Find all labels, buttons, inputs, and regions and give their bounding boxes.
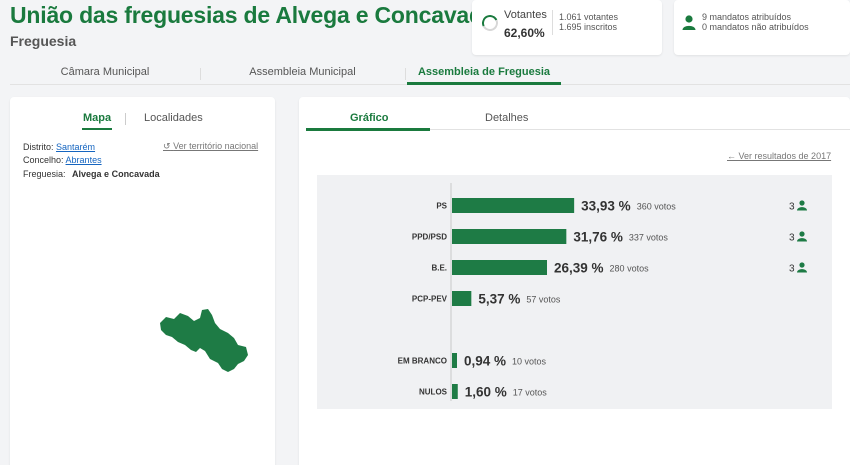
turnout-votantes: 1.061 votantes [559, 12, 619, 22]
tab-divider [405, 68, 406, 80]
mandates-assigned: 9 mandatos atribuídos [702, 12, 792, 22]
freguesia-value: Alvega e Concavada [72, 169, 160, 179]
distrito-label: Distrito: [23, 142, 54, 152]
mandates-card: 9 mandatos atribuídos 0 mandatos não atr… [674, 0, 850, 55]
national-territory-label: Ver território nacional [173, 141, 259, 151]
active-tab-indicator [82, 128, 112, 130]
turnout-percent: 62,60% [504, 26, 545, 40]
votes-label: 280 votos [610, 264, 650, 274]
concelho-link[interactable]: Abrantes [65, 155, 102, 165]
tabs-baseline [306, 129, 850, 130]
national-territory-link[interactable]: ↺ Ver território nacional [163, 141, 258, 152]
previous-results-label: Ver resultados de 2017 [738, 151, 832, 161]
votes-label: 57 votos [526, 295, 561, 305]
concelho-label: Concelho: [23, 155, 64, 165]
party-label: PPD/PSD [412, 233, 447, 242]
tab-detalhes[interactable]: Detalhes [485, 112, 529, 124]
location-freguesia: Freguesia: Alvega e Concavada [23, 169, 160, 179]
results-bar-chart: PS 33,93 % 360 votos 3 PPD/PSD 31,76 % 337 vot… [398, 183, 807, 401]
result-bar [452, 384, 458, 399]
tab-localidades[interactable]: Localidades [144, 112, 203, 124]
turnout-label: Votantes [504, 9, 547, 21]
percent-label: 33,93 % [581, 199, 631, 214]
undo-icon: ↺ [163, 141, 171, 151]
mandate-count: 3 [789, 233, 795, 244]
turnout-card: Votantes 62,60% 1.061 votantes 1.695 ins… [472, 0, 662, 55]
result-bar [452, 198, 575, 213]
mandates-unassigned: 0 mandatos não atribuídos [702, 22, 809, 32]
mandate-count: 3 [789, 202, 795, 213]
map-panel: Mapa Localidades Distrito: Santarém Conc… [10, 97, 275, 465]
person-icon [682, 15, 696, 35]
election-tabs: Câmara Municipal Assembleia Municipal As… [10, 62, 850, 85]
percent-label: 5,37 % [478, 292, 520, 307]
party-label: NULOS [419, 388, 448, 397]
mandate-count: 3 [789, 264, 795, 275]
percent-label: 0,94 % [464, 354, 506, 369]
tab-assembleia-freguesia[interactable]: Assembleia de Freguesia [417, 66, 551, 78]
percent-label: 31,76 % [573, 230, 623, 245]
page-subtitle: Freguesia [10, 33, 77, 49]
tab-divider [200, 68, 201, 80]
result-bar [452, 291, 472, 306]
person-icon [797, 231, 807, 242]
percent-label: 1,60 % [465, 385, 507, 400]
person-icon [797, 262, 807, 273]
results-chart: PS 33,93 % 360 votos 3 PPD/PSD 31,76 % 337 vot… [317, 175, 832, 409]
votes-label: 337 votos [629, 233, 669, 243]
active-tab-indicator [407, 82, 561, 85]
person-icon [797, 200, 807, 211]
page-title: União das freguesias de Alvega e Concava… [10, 2, 496, 28]
tab-divider [125, 113, 126, 125]
votes-label: 17 votos [513, 388, 548, 398]
tab-assembleia-municipal[interactable]: Assembleia Municipal [249, 66, 356, 78]
tab-mapa[interactable]: Mapa [83, 112, 112, 124]
freguesia-map-shape[interactable] [158, 307, 250, 373]
tab-camara-municipal[interactable]: Câmara Municipal [60, 66, 150, 78]
previous-results-link[interactable]: ← Ver resultados de 2017 [727, 151, 831, 161]
turnout-inscritos: 1.695 inscritos [559, 22, 618, 32]
percent-label: 26,39 % [554, 261, 604, 276]
tab-grafico[interactable]: Gráfico [350, 112, 389, 124]
freguesia-label: Freguesia: [23, 169, 66, 179]
result-bar [452, 353, 457, 368]
active-tab-indicator [306, 128, 430, 131]
party-label: EM BRANCO [398, 357, 447, 366]
distrito-link[interactable]: Santarém [56, 142, 96, 152]
party-label: PCP-PEV [412, 295, 448, 304]
votes-label: 360 votos [637, 202, 677, 212]
party-label: PS [436, 202, 447, 211]
location-concelho: Concelho: Abrantes [23, 155, 102, 165]
party-label: B.E. [431, 264, 447, 273]
location-distrito: Distrito: Santarém [23, 142, 95, 152]
result-bar [452, 260, 548, 275]
result-bar [452, 229, 567, 244]
turnout-ring-icon [479, 12, 501, 34]
results-panel: Gráfico Detalhes ← Ver resultados de 201… [299, 97, 850, 465]
arrow-left-icon: ← [727, 151, 736, 161]
votes-label: 10 votos [512, 357, 547, 367]
turnout-divider [552, 10, 553, 35]
